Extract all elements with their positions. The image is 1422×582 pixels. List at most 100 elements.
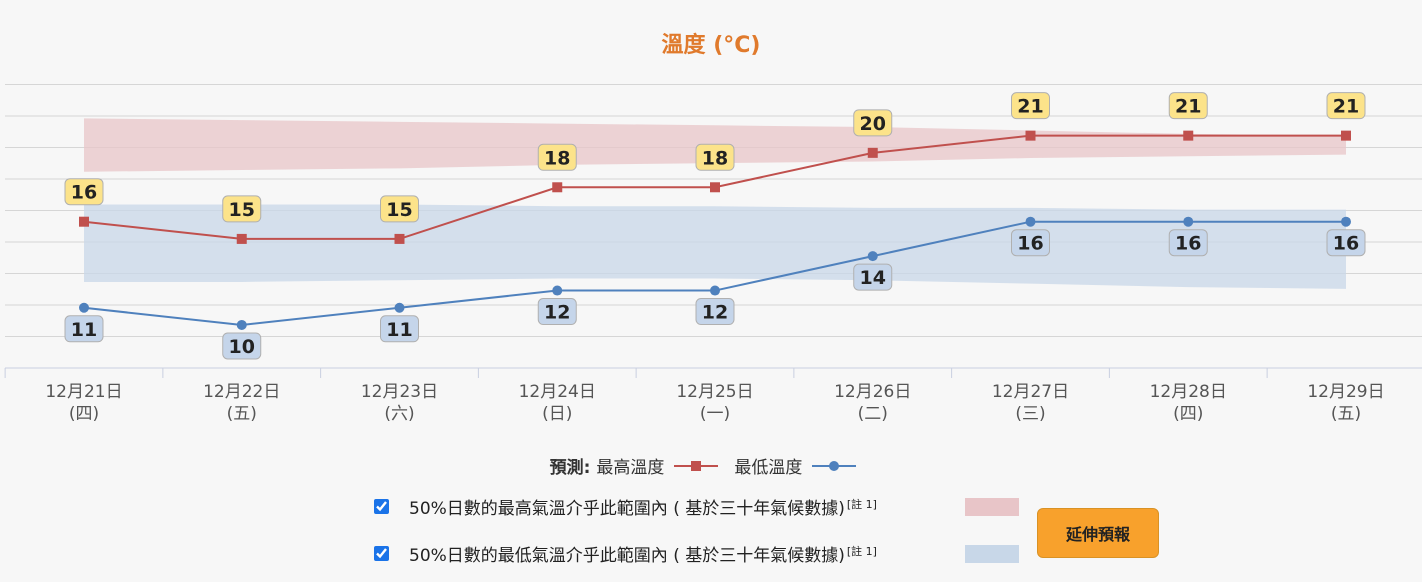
data-label-box [380,315,419,343]
data-label-text: 10 [229,336,255,358]
max-temp-point [394,233,405,244]
min-temp-data-label: 16 [1011,229,1050,257]
legend-min-label: 最低溫度 [734,458,803,478]
min-range-swatch [965,545,1019,563]
data-label-text: 16 [71,182,97,204]
min-temp-data-label: 14 [853,263,893,291]
min-temp-point [867,251,878,262]
legend-min-swatch-icon [812,460,857,471]
max-range-row: 50%日數的最高氣溫介乎此範圍內 ( 基於三十年氣候數據) [註 1] [372,494,877,519]
max-temp-data-label: 15 [380,195,419,223]
data-label-text: 18 [544,147,570,169]
data-label-box [853,109,893,137]
x-tick-weekday-label: (二) [858,404,888,424]
data-label-text: 12 [544,302,570,324]
legend-item-max[interactable]: 最高溫度 [596,453,720,478]
data-labels: 16 15 15 18 18 20 21 21 21 11 10 11 12 12 14 16 16 16 [64,92,1366,360]
max-temp-point [552,182,563,193]
data-label-box [1168,92,1208,120]
data-label-text: 14 [860,267,886,289]
x-tick-weekday-label: (三) [1015,404,1045,424]
data-label-box [64,315,104,343]
data-label-text: 11 [386,319,412,341]
data-label-box [1011,229,1050,257]
x-tick-date-label: 12月24日 [519,382,596,402]
max-range-checkbox[interactable] [374,499,389,514]
data-label-text: 20 [860,113,886,135]
max-temp-data-label: 20 [853,109,893,137]
max-temp-data-label: 21 [1168,92,1208,120]
min-temp-data-label: 12 [695,298,735,326]
x-tick-weekday-label: (六) [384,404,414,424]
data-label-box [1326,229,1366,257]
legend-max-swatch-icon [674,460,719,471]
data-label-box [380,195,419,223]
x-tick-weekday-label: (一) [700,404,730,424]
min-temp-point [1183,216,1194,227]
min-temp-data-label: 16 [1168,229,1208,257]
min-temp-point [710,285,720,296]
x-tick-date-label: 12月21日 [45,382,122,402]
min-temp-point [236,319,247,330]
max-temp-point [236,233,247,244]
max-temp-data-label: 18 [695,143,735,171]
max-temp-data-label: 18 [537,143,577,171]
min-temp-data-label: 16 [1326,229,1366,257]
max-range-label: 50%日數的最高氣溫介乎此範圍內 ( 基於三十年氣候數據) [409,499,845,519]
x-tick-date-label: 12月23日 [361,382,438,402]
min-range-row: 50%日數的最低氣溫介乎此範圍內 ( 基於三十年氣候數據) [註 1] [372,541,877,566]
extend-forecast-button[interactable]: 延伸預報 [1037,508,1159,558]
data-label-box [1168,229,1208,257]
x-tick-date-label: 12月26日 [834,382,911,402]
legend-prefix: 預測: [549,458,591,478]
data-label-text: 18 [702,147,728,169]
max-temp-data-label: 16 [64,178,104,206]
min-temp-data-label: 11 [380,315,419,343]
data-label-text: 15 [386,199,412,221]
min-range-note[interactable]: [註 1] [846,544,877,558]
max-temp-data-label: 21 [1011,92,1050,120]
data-label-box [222,332,262,360]
data-label-text: 21 [1017,96,1043,118]
max-temp-point [1025,130,1036,141]
min-temp-data-label: 12 [537,298,577,326]
max-temp-point [867,147,878,158]
min-range-band [84,204,1346,289]
x-axis: 12月21日(四) 12月22日 (五) 12月23日(六) 12月24日(日) 12月2… [4,367,1422,424]
data-label-text: 11 [71,319,97,341]
max-temp-data-label: 15 [222,195,262,223]
min-range-label: 50%日數的最低氣溫介乎此範圍內 ( 基於三十年氣候數據) [409,546,845,566]
data-label-box [1011,92,1050,120]
x-tick-date-label: 12月29日 [1307,382,1384,402]
min-temp-point [1341,216,1351,227]
legend-item-min[interactable]: 最低溫度 [734,453,858,478]
x-tick-date-label: 12月27日 [992,382,1069,402]
data-label-box [537,298,577,326]
data-label-text: 21 [1175,96,1201,118]
series-markers [79,130,1351,330]
temperature-chart: 16 15 15 18 18 20 21 21 21 11 10 11 12 12 14 16 16 16 12月… [4,84,1422,424]
data-label-text: 16 [1017,233,1043,255]
max-temp-point [710,182,720,193]
min-temp-point [1025,216,1036,227]
legend-max-label: 最高溫度 [596,458,665,478]
data-label-box [695,143,735,171]
min-temp-data-label: 10 [222,332,262,360]
max-range-swatch [965,498,1019,516]
max-temp-point [1341,130,1351,141]
x-tick-date-label: 12月25日 [676,382,753,402]
x-tick-date-label: 12月22日 [203,382,280,402]
x-tick-weekday-label: (五) [1331,404,1361,424]
min-temp-point [552,285,563,296]
chart-legend: 預測: 最高溫度 最低溫度 [0,453,1422,478]
x-tick-date-label: 12月28日 [1150,382,1227,402]
max-range-note[interactable]: [註 1] [846,497,877,511]
x-tick-weekday-label: (四) [69,404,99,424]
max-temp-point [1183,130,1194,141]
min-temp-point [394,302,405,313]
data-label-box [1326,92,1366,120]
data-label-text: 12 [702,302,728,324]
data-label-text: 21 [1333,96,1359,118]
min-range-checkbox[interactable] [374,546,389,561]
x-tick-weekday-label: (日) [542,404,572,424]
